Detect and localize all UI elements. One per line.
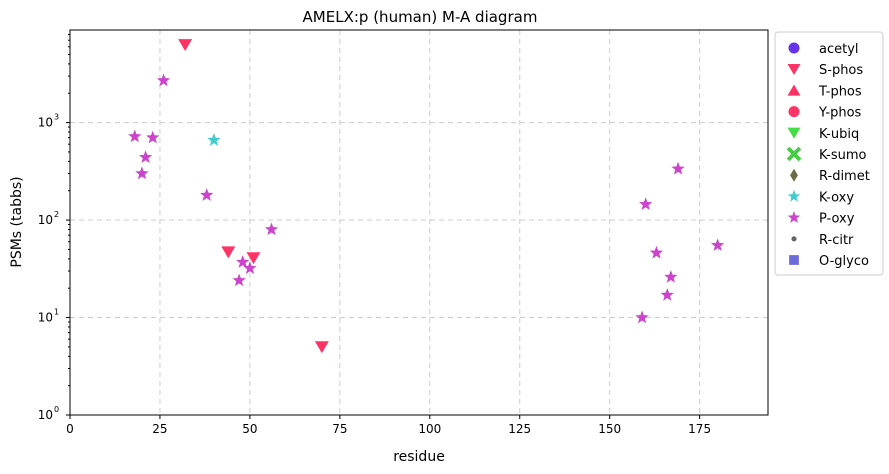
legend-marker-y-phos — [788, 106, 800, 118]
data-point-p-oxy — [660, 288, 674, 301]
y-tick-label: 10 — [38, 311, 53, 325]
x-tick-label: 75 — [332, 422, 347, 436]
legend-label: R-dimet — [819, 169, 870, 184]
x-tick-label: 125 — [508, 422, 531, 436]
x-axis-label: residue — [393, 449, 445, 465]
data-point-p-oxy — [664, 270, 678, 283]
legend-label: K-ubiq — [819, 127, 859, 142]
legend-label: S-phos — [819, 63, 863, 78]
data-point-p-oxy — [635, 310, 649, 324]
legend-box — [774, 31, 884, 276]
data-point-p-oxy — [138, 150, 153, 164]
data-point-p-oxy — [232, 273, 246, 287]
x-tick-label: 0 — [66, 422, 74, 436]
legend-marker-k-ubiq — [787, 127, 801, 139]
data-point-p-oxy — [649, 245, 664, 259]
y-tick-exponent: 2 — [54, 210, 59, 219]
legend-marker-r-dimet — [790, 168, 798, 182]
y-tick-label: 10 — [38, 213, 53, 227]
data-point-p-oxy — [135, 166, 149, 180]
legend-marker-r-citr — [791, 236, 797, 242]
chart-title: AMELX:p (human) M-A diagram — [303, 8, 538, 26]
legend-label: T-phos — [818, 84, 862, 99]
legend: acetyl S-phos T-phos Y-phos K-ubiq K-sumo R-di… — [774, 31, 884, 276]
legend-label: R-citr — [819, 233, 854, 248]
data-point-p-oxy — [243, 261, 257, 274]
data-point-p-oxy — [128, 129, 142, 143]
data-point-s-phos — [178, 39, 193, 51]
data-point-p-oxy — [200, 188, 214, 201]
x-tick-label: 50 — [242, 422, 257, 436]
legend-marker-k-oxy — [787, 189, 801, 202]
legend-label: O-glyco — [819, 254, 869, 269]
data-point-s-phos — [314, 341, 329, 354]
grid — [70, 30, 768, 415]
plot-area — [69, 29, 769, 416]
legend-marker-acetyl — [788, 42, 800, 54]
y-tick-label: 10 — [38, 408, 53, 422]
y-tick-exponent: 3 — [54, 113, 59, 122]
legend-marker-o-glyco — [789, 255, 799, 265]
legend-label: K-oxy — [819, 190, 854, 205]
legend-marker-t-phos — [787, 84, 801, 96]
y-tick-exponent: 1 — [54, 308, 59, 317]
legend-marker-k-sumo — [786, 146, 802, 162]
legend-marker-p-oxy — [787, 211, 801, 223]
legend-label: Y-phos — [818, 106, 862, 121]
data-point-k-oxy — [207, 133, 221, 146]
legend-label: K-sumo — [819, 148, 867, 163]
legend-marker-s-phos — [787, 64, 801, 76]
data-point-s-phos — [246, 252, 261, 265]
data-point-p-oxy — [146, 130, 160, 144]
data-point-p-oxy — [639, 197, 653, 210]
legend-label: acetyl — [819, 42, 859, 57]
y-tick-exponent: 0 — [54, 405, 59, 414]
x-tick-label: 25 — [152, 422, 167, 436]
data-point-p-oxy — [671, 161, 685, 175]
y-axis-label: PSMs (tabbs) — [9, 176, 25, 267]
data-points — [128, 39, 725, 354]
x-axis: 0 25 50 75 100 125 150 175 — [66, 415, 711, 436]
data-point-p-oxy — [264, 222, 279, 236]
x-tick-label: 150 — [598, 422, 621, 436]
data-point-p-oxy — [156, 73, 171, 87]
data-point-s-phos — [221, 246, 236, 259]
x-tick-label: 100 — [418, 422, 441, 436]
y-tick-label: 10 — [38, 116, 53, 130]
x-tick-label: 175 — [688, 422, 711, 436]
legend-label: P-oxy — [819, 212, 855, 227]
data-point-p-oxy — [710, 238, 725, 252]
data-point-p-oxy — [236, 255, 250, 268]
